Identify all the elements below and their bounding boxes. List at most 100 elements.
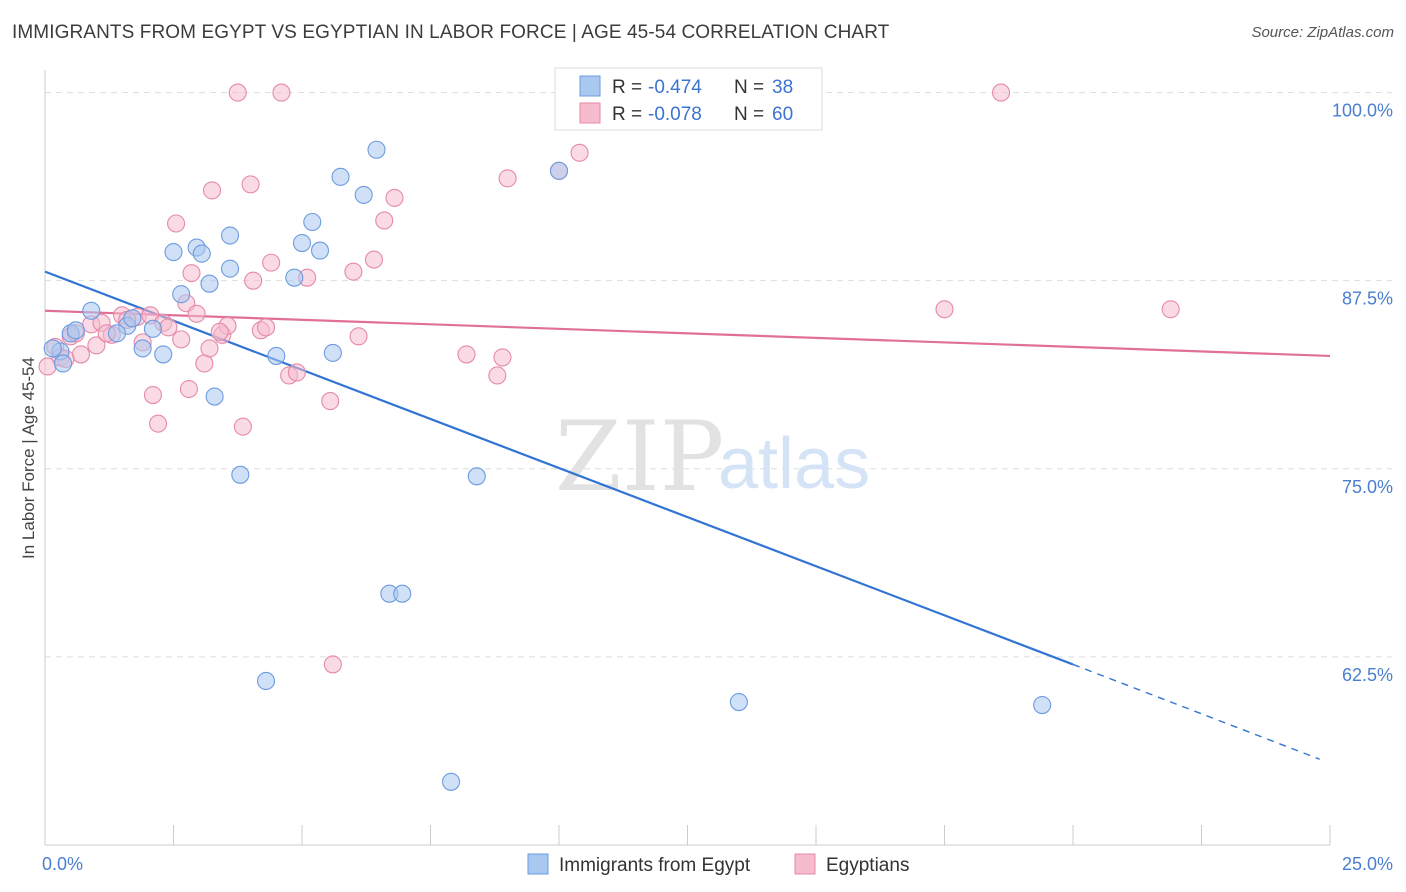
point-egyptians-43	[457, 345, 476, 364]
bottom-legend-label-egyptians: Egyptians	[826, 855, 909, 876]
point-egyptians-44	[488, 366, 507, 385]
point-egypt-35	[1033, 695, 1052, 715]
x-tick-label-0: 0.0%	[42, 854, 83, 874]
bottom-legend-label-egypt: Immigrants from Egypt	[559, 855, 751, 876]
point-egypt-8	[143, 319, 162, 338]
chart-title: IMMIGRANTS FROM EGYPT VS EGYPTIAN IN LAB…	[12, 22, 890, 43]
point-egyptians-26	[228, 83, 247, 102]
y-tick-labels: 100.0% 87.5% 75.0% 62.5%	[1332, 101, 1393, 685]
y-tick-label-2: 75.0%	[1342, 477, 1393, 497]
point-egyptians-16	[167, 214, 186, 233]
point-egypt-14	[200, 274, 219, 293]
point-egyptians-38	[344, 262, 363, 281]
point-egypt-15	[205, 387, 224, 406]
point-egyptians-4	[71, 345, 91, 364]
point-egyptians-27	[233, 417, 252, 436]
point-egyptians-28	[241, 175, 260, 194]
point-egypt-25	[323, 343, 342, 362]
legend-r-label-egyptians: R =	[612, 104, 642, 125]
point-egyptians-23	[203, 181, 222, 200]
point-egyptians-50	[1161, 300, 1180, 319]
point-egyptians-36	[321, 392, 340, 411]
point-egyptians-59	[256, 318, 276, 337]
point-egypt-30	[393, 584, 412, 603]
point-egypt-7	[133, 339, 152, 358]
watermark-atlas: atlas	[718, 424, 870, 504]
point-egyptians-20	[187, 304, 206, 323]
point-egypt-10	[164, 243, 183, 262]
point-egyptians-49	[935, 300, 954, 319]
axes	[44, 70, 1331, 846]
bottom-legend-swatch-egyptians	[794, 853, 816, 875]
point-egypt-24	[310, 241, 330, 260]
x-tick-labels: 0.0% 25.0%	[42, 854, 1393, 874]
point-egyptians-19	[182, 264, 201, 283]
point-egypt-9	[154, 345, 173, 364]
point-egypt-21	[285, 268, 304, 287]
point-egyptians-46	[498, 169, 517, 188]
y-tick-label-1: 87.5%	[1342, 289, 1393, 309]
y-axis-label: In Labor Force | Age 45-54	[19, 357, 38, 559]
legend-n-value-egypt: 38	[772, 77, 793, 98]
point-egyptians-55	[179, 379, 198, 399]
trend-lines	[44, 270, 1331, 760]
point-egypt-19	[256, 671, 276, 691]
legend-n-label-egypt: N =	[734, 77, 764, 98]
x-tick-label-1: 25.0%	[1342, 854, 1393, 874]
point-egypt-36	[43, 339, 62, 358]
trend-line-extension-egypt	[1072, 663, 1320, 760]
point-egypt-23	[303, 212, 322, 232]
point-egyptians-39	[349, 327, 368, 346]
legend: R = -0.474 N = 38 R = -0.078 N = 60	[554, 67, 823, 131]
point-egypt-4	[82, 301, 101, 320]
point-egyptians-32	[272, 83, 291, 102]
point-egypt-13	[192, 244, 211, 263]
legend-r-value-egypt: -0.474	[648, 77, 702, 98]
point-egyptians-31	[262, 253, 281, 272]
y-tick-label-3: 62.5%	[1342, 665, 1393, 685]
bottom-legend-swatch-egypt	[527, 853, 549, 875]
data-points	[38, 83, 1180, 791]
point-egyptians-37	[323, 655, 342, 674]
point-egypt-6	[123, 309, 142, 328]
legend-r-label-egypt: R =	[612, 77, 642, 98]
point-egypt-1	[53, 354, 73, 373]
point-egypt-37	[107, 324, 127, 343]
legend-swatch-egypt	[579, 75, 601, 97]
point-egyptians-13	[143, 385, 162, 405]
point-egypt-31	[442, 772, 461, 791]
point-egyptians-54	[159, 318, 178, 337]
trend-line-egyptians	[44, 309, 1331, 358]
point-egyptians-45	[493, 348, 512, 367]
bottom-legend: Immigrants from Egypt Egyptians	[527, 853, 909, 876]
point-egypt-3	[66, 321, 85, 340]
legend-n-value-egyptians: 60	[772, 104, 793, 125]
point-egyptians-42	[385, 188, 404, 207]
point-egypt-17	[220, 226, 240, 245]
point-egypt-27	[354, 185, 373, 204]
trend-line-egypt	[44, 270, 1074, 666]
point-egyptians-14	[149, 414, 168, 433]
point-egyptians-34	[287, 363, 306, 382]
point-egypt-20	[267, 346, 286, 365]
chart-source: Source: ZipAtlas.com	[1251, 24, 1394, 41]
point-egypt-26	[331, 167, 350, 186]
point-egyptians-48	[570, 143, 589, 162]
point-egyptians-17	[172, 330, 191, 349]
legend-r-value-egyptians: -0.078	[648, 104, 702, 125]
point-egypt-22	[292, 234, 312, 253]
legend-swatch-egyptians	[579, 102, 601, 124]
point-egyptians-41	[375, 211, 394, 230]
point-egypt-11	[172, 285, 191, 304]
watermark-zip: ZIP	[555, 401, 724, 513]
point-egyptians-29	[244, 271, 263, 290]
point-egyptians-22	[200, 339, 219, 358]
y-tick-label-0: 100.0%	[1332, 101, 1393, 121]
point-egyptians-6	[87, 336, 106, 355]
legend-n-label-egyptians: N =	[734, 104, 764, 125]
point-egypt-16	[220, 259, 240, 278]
point-egypt-18	[231, 465, 250, 484]
point-egypt-34	[729, 692, 748, 712]
point-egyptians-21	[195, 354, 214, 373]
